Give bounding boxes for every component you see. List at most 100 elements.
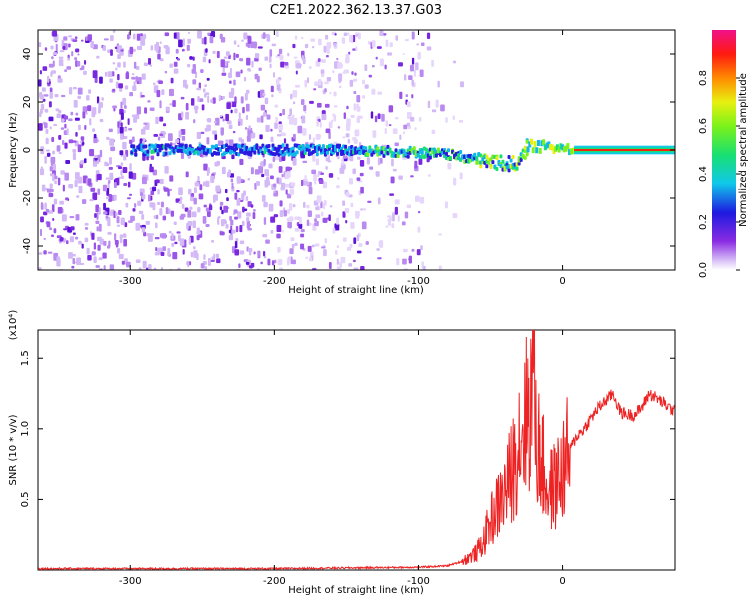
colorbar: 0.0 0.2 0.4 0.6 0.8 Normalized spectral ampl… (698, 30, 749, 278)
heatmap-noise-cell (129, 46, 134, 55)
heatmap-noise-cell (73, 99, 78, 108)
heatmap-noise-cell (301, 179, 304, 187)
heatmap-noise-cell (359, 159, 365, 167)
heatmap-noise-cell (168, 231, 172, 234)
heatmap-noise-cell (51, 204, 55, 213)
heatmap-noise-cell (150, 155, 155, 160)
heatmap-noise-cell (74, 179, 78, 188)
heatmap-noise-cell (102, 252, 107, 259)
heatmap-noise-cell (170, 210, 175, 217)
heatmap-noise-cell (389, 42, 393, 48)
heatmap-noise-cell (97, 244, 101, 251)
heatmap-noise-cell (169, 63, 173, 68)
heatmap-noise-cell (231, 182, 234, 189)
heatmap-noise-cell (303, 105, 307, 112)
heatmap-noise-cell (203, 88, 206, 93)
heatmap-noise-cell (53, 124, 58, 127)
heatmap-noise-cell (38, 42, 42, 48)
heatmap-noise-cell (331, 119, 334, 123)
heatmap-noise-cell (371, 64, 375, 68)
heatmap-noise-cell (268, 163, 273, 169)
heatmap-noise-cell (117, 45, 122, 54)
heatmap-noise-cell (300, 228, 305, 233)
heatmap-noise-cell (92, 161, 98, 167)
heatmap-noise-cell (99, 149, 103, 158)
heatmap-noise-cell (182, 79, 187, 88)
heatmap-noise-cell (416, 43, 420, 46)
heatmap-noise-cell (315, 206, 320, 211)
heatmap-noise-cell (72, 86, 77, 90)
heatmap-ridge-cell (475, 155, 479, 160)
heatmap-noise-cell (77, 53, 80, 56)
heatmap-noise-cell (76, 195, 80, 198)
heatmap-noise-cell (245, 114, 249, 121)
heatmap-noise-cell (431, 60, 434, 67)
heatmap-noise-cell (339, 167, 345, 174)
heatmap-noise-cell (369, 166, 374, 170)
heatmap-noise-cell (57, 78, 63, 83)
heatmap-noise-cell (76, 60, 81, 67)
heatmap-strong-band-core (574, 149, 675, 151)
heatmap-noise-cell (334, 249, 338, 255)
heatmap-noise-cell (336, 217, 339, 225)
heatmap-noise-cell (302, 160, 308, 163)
heatmap-noise-cell (397, 215, 400, 222)
heatmap-noise-cell (272, 156, 276, 162)
heatmap-noise-cell (262, 112, 267, 117)
heatmap-noise-cell (246, 89, 250, 94)
heatmap-noise-cell (228, 139, 234, 147)
heatmap-noise-cell (314, 222, 317, 226)
heatmap-noise-cell (77, 95, 82, 99)
heatmap-noise-cell (320, 201, 323, 209)
heatmap-noise-cell (72, 140, 77, 143)
heatmap-noise-cell (117, 166, 122, 170)
heatmap-noise-cell (72, 152, 76, 160)
heatmap-noise-cell (103, 211, 108, 215)
heatmap-noise-cell (307, 210, 312, 217)
heatmap-noise-cell (431, 109, 437, 113)
heatmap-noise-cell (94, 154, 98, 159)
heatmap-noise-cell (88, 89, 92, 94)
heatmap-noise-cell (251, 60, 254, 68)
heatmap-noise-cell (115, 212, 118, 217)
heatmap-noise-cell (263, 159, 266, 166)
heatmap-noise-cell (173, 221, 177, 225)
heatmap-noise-cell (444, 201, 448, 209)
heatmap-x-axis: -300 -200 -100 0 (119, 30, 566, 287)
heatmap-noise-cell (231, 154, 235, 160)
heatmap-noise-cell (219, 201, 224, 206)
heatmap-noise-cell (204, 36, 207, 45)
heatmap-noise-cell (131, 76, 136, 80)
heatmap-noise-cell (264, 97, 269, 105)
heatmap-noise-cell (120, 101, 123, 109)
heatmap-noise-cell (234, 192, 238, 200)
heatmap-ridge-cell (564, 145, 568, 152)
heatmap-noise-cell (45, 208, 50, 213)
heatmap-noise-cell (222, 118, 225, 122)
heatmap-noise-cell (292, 133, 296, 139)
heatmap-noise-cell (237, 44, 240, 48)
heatmap-ridge-cell (380, 150, 384, 155)
heatmap-noise-cell (78, 240, 82, 245)
heatmap-noise-cell (115, 67, 118, 71)
heatmap-noise-cell (420, 42, 425, 47)
heatmap-noise-cell (211, 256, 214, 260)
heatmap-noise-cell (39, 168, 45, 176)
heatmap-noise-cell (158, 80, 163, 85)
heatmap-noise-cell (44, 155, 47, 164)
heatmap-noise-cell (384, 64, 387, 70)
heatmap-noise-cell (169, 188, 173, 191)
heatmap-noise-cell (229, 67, 232, 74)
heatmap-noise-cell (396, 258, 400, 266)
snr-y-tick-label: 0.5 (20, 491, 31, 507)
heatmap-noise-cell (99, 76, 103, 84)
heatmap-noise-cell (214, 133, 218, 140)
heatmap-ridge-cell (561, 144, 565, 151)
heatmap-noise-cell (279, 200, 283, 207)
heatmap-noise-cell (334, 223, 340, 231)
heatmap-noise-cell (226, 120, 232, 125)
heatmap-noise-cell (181, 48, 185, 52)
heatmap-ridge-cell (315, 152, 319, 157)
heatmap-noise-cell (333, 91, 337, 97)
